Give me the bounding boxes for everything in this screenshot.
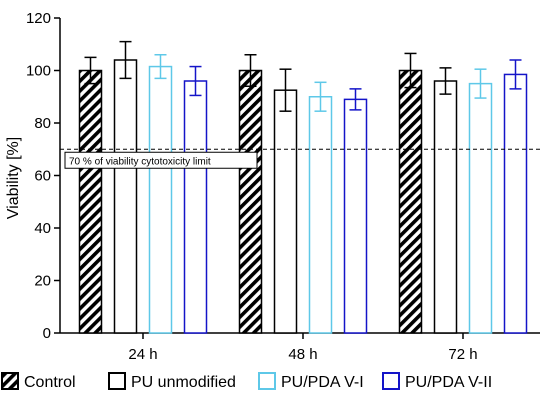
bar [113, 59, 138, 334]
legend-swatch [1, 372, 19, 390]
x-tick-label: 72 h [448, 346, 477, 363]
y-tick-label: 60 [34, 168, 51, 185]
bar [398, 69, 423, 334]
bar [273, 89, 298, 334]
legend-label: PU/PDA V-II [405, 374, 492, 391]
legend-label: PU/PDA V-I [281, 374, 364, 391]
legend-label: Control [24, 374, 76, 391]
bar [148, 65, 173, 334]
legend-label: PU unmodified [131, 374, 236, 391]
y-tick-label: 100 [26, 63, 51, 80]
annotation-box [64, 151, 258, 169]
reference-line-group: 70 % of viability cytotoxicity limit [60, 148, 540, 169]
y-tick-label: 80 [34, 115, 51, 132]
legend-swatch [382, 372, 400, 390]
bar [308, 96, 333, 334]
y-axis-title: Viability [%] [5, 137, 22, 219]
y-tick-label: 0 [43, 325, 51, 342]
bar [78, 69, 103, 334]
y-tick-label: 40 [34, 220, 51, 237]
bars [78, 40, 528, 334]
axes: 0 20 40 60 80 100 120 24 h 48 h 72 h [26, 10, 540, 363]
legend: Control PU unmodified PU/PDA V-I PU/PDA V-I… [1, 372, 492, 391]
x-tick-label: 48 h [288, 346, 317, 363]
y-tick-label: 120 [26, 10, 51, 27]
bar [503, 73, 528, 334]
bar [468, 82, 493, 334]
x-tick-label: 24 h [128, 346, 157, 363]
y-tick-label: 20 [34, 273, 51, 290]
annotation-text: 70 % of viability cytotoxicity limit [69, 156, 211, 167]
bar [433, 80, 458, 334]
bar [183, 80, 208, 334]
legend-swatch [258, 372, 276, 390]
bar [238, 69, 263, 334]
bar [343, 98, 368, 334]
legend-swatch [108, 372, 126, 390]
